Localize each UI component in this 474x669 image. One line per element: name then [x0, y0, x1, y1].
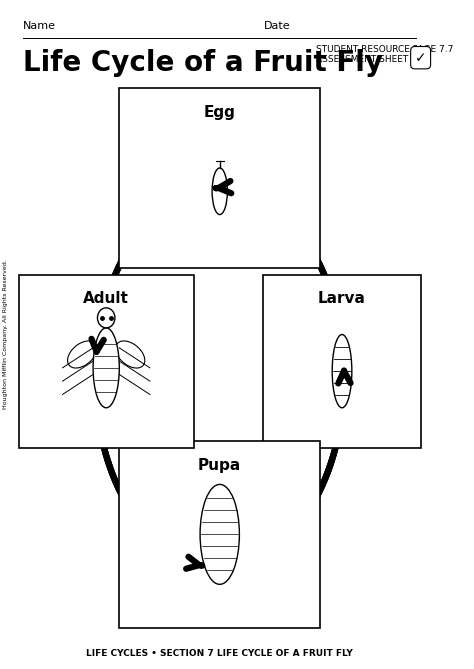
FancyBboxPatch shape [19, 274, 193, 448]
Ellipse shape [93, 328, 119, 408]
Text: Larva: Larva [318, 291, 366, 306]
Text: STUDENT RESOURCE PAGE 7.7: STUDENT RESOURCE PAGE 7.7 [316, 45, 453, 54]
FancyBboxPatch shape [119, 441, 320, 628]
Text: Pupa: Pupa [198, 458, 241, 473]
Ellipse shape [98, 308, 115, 328]
Text: Date: Date [264, 21, 290, 31]
Text: Adult: Adult [83, 291, 129, 306]
Ellipse shape [332, 334, 352, 408]
Ellipse shape [212, 168, 228, 215]
Ellipse shape [116, 341, 145, 368]
Text: LIFE CYCLES • SECTION 7 LIFE CYCLE OF A FRUIT FLY: LIFE CYCLES • SECTION 7 LIFE CYCLE OF A … [86, 649, 353, 658]
Text: ✓: ✓ [415, 51, 427, 65]
Text: Name: Name [23, 21, 56, 31]
Ellipse shape [68, 341, 97, 368]
FancyBboxPatch shape [264, 274, 420, 448]
Text: ASSESSMENT SHEET: ASSESSMENT SHEET [316, 55, 408, 64]
FancyBboxPatch shape [119, 88, 320, 268]
Text: Houghton Mifflin Company. All Rights Reserved.: Houghton Mifflin Company. All Rights Res… [3, 260, 8, 409]
Text: Life Cycle of a Fruit Fly: Life Cycle of a Fruit Fly [23, 50, 383, 78]
Ellipse shape [200, 484, 239, 584]
Text: Egg: Egg [204, 104, 236, 120]
